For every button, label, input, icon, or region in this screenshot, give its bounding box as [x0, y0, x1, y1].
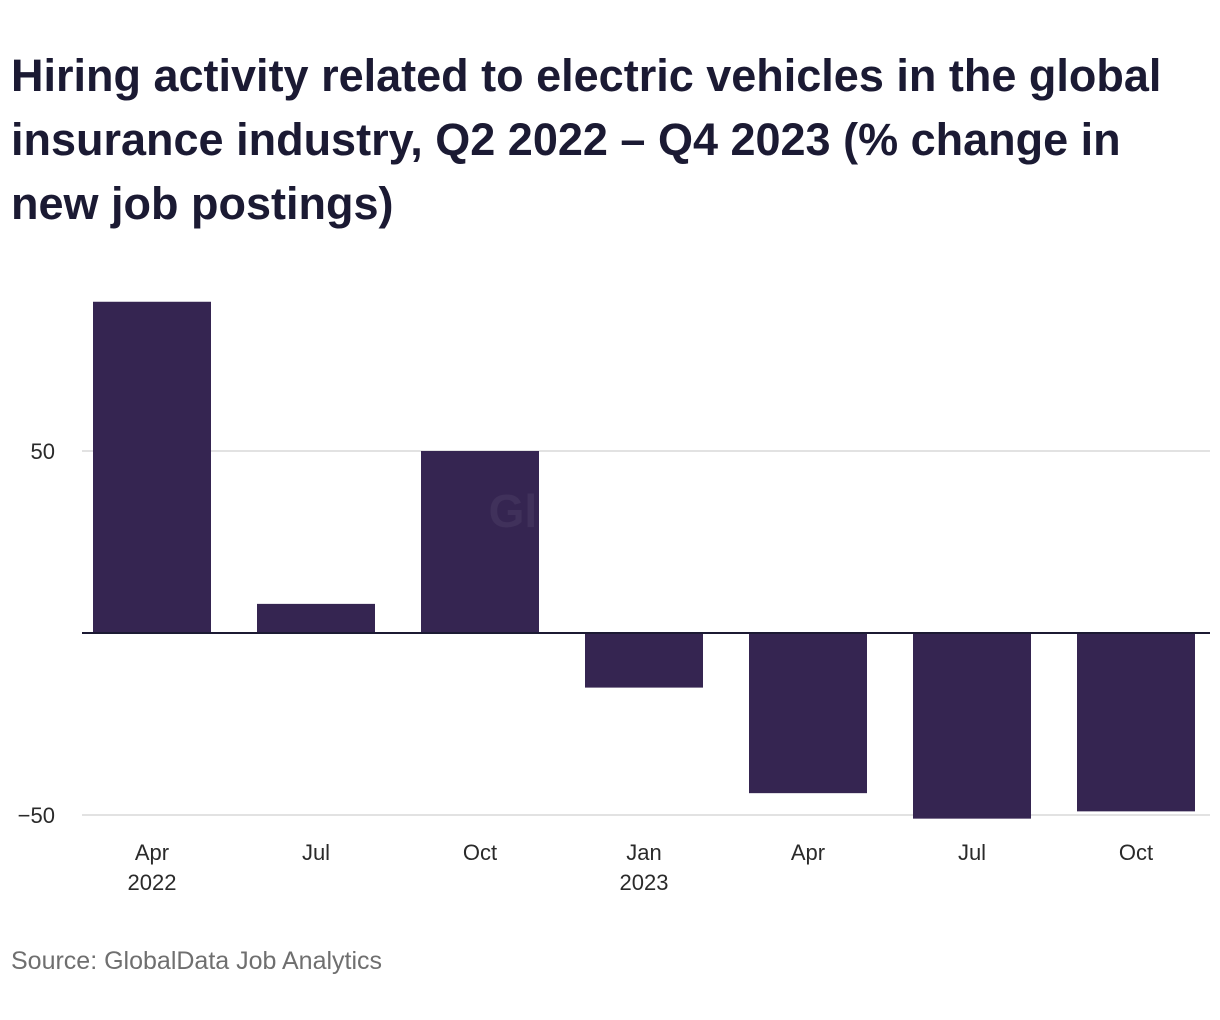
x-tick-label: Oct — [463, 840, 497, 865]
bar — [749, 633, 867, 794]
x-tick-label: Oct — [1119, 840, 1153, 865]
x-tick-label: 2023 — [620, 870, 669, 895]
x-tick-label: Apr — [135, 840, 169, 865]
x-tick-label: Jul — [302, 840, 330, 865]
x-tick-label: 2022 — [128, 870, 177, 895]
x-tick-label: Jan — [626, 840, 661, 865]
source-note: Source: GlobalData Job Analytics — [11, 947, 383, 975]
bar — [913, 633, 1031, 819]
bar — [1077, 633, 1195, 812]
y-tick-label: −50 — [18, 803, 55, 828]
watermark-logo: GlobalData — [489, 485, 732, 537]
bar — [585, 633, 703, 688]
chart-title: Hiring activity related to electric vehi… — [11, 50, 1162, 229]
x-axis-tick-labels: Apr 2022 Jul Oct Jan 2023 Apr Jul Oct — [128, 840, 1154, 895]
bar — [93, 301, 211, 633]
x-tick-label: Apr — [791, 840, 825, 865]
bars — [93, 301, 1195, 819]
y-tick-label: 50 — [31, 439, 55, 464]
bar — [421, 451, 539, 633]
y-axis-tick-labels: 50 −50 — [18, 439, 55, 828]
bar — [257, 603, 375, 633]
x-tick-label: Jul — [958, 840, 986, 865]
